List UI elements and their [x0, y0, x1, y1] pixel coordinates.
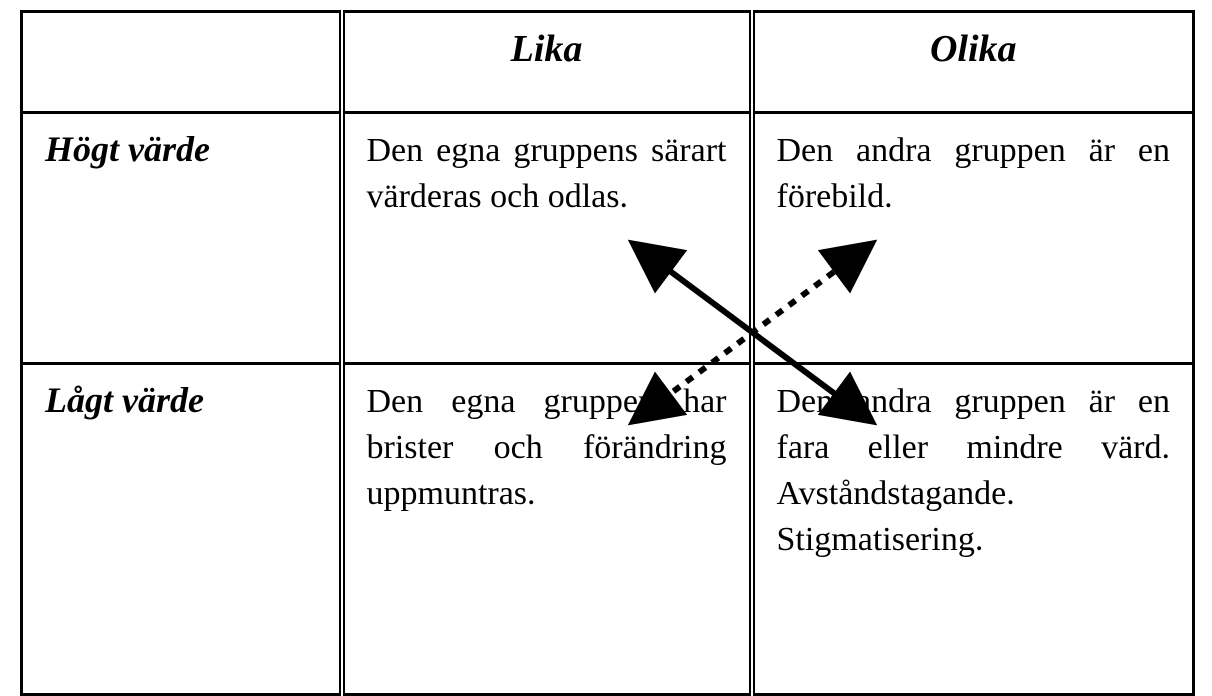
row-low-value: Lågt värde Den egna gruppen har brister … — [22, 364, 1194, 695]
row-high-value: Högt värde Den egna gruppens särart värd… — [22, 113, 1194, 364]
cell-high-olika: Den andra gruppen är en förebild. — [752, 113, 1194, 364]
matrix-diagram: Lika Olika Högt värde Den egna gruppens … — [0, 0, 1212, 666]
row-header-high: Högt värde — [22, 113, 342, 364]
corner-cell — [22, 12, 342, 113]
row-header-low: Lågt värde — [22, 364, 342, 695]
cell-low-lika: Den egna gruppen har brister och förändr… — [342, 364, 752, 695]
cell-low-olika: Den andra gruppen är en fara eller mindr… — [752, 364, 1194, 695]
matrix-table: Lika Olika Högt värde Den egna gruppens … — [20, 10, 1195, 696]
header-row: Lika Olika — [22, 12, 1194, 113]
col-header-olika: Olika — [752, 12, 1194, 113]
cell-high-lika: Den egna gruppens särart värderas och od… — [342, 113, 752, 364]
col-header-lika: Lika — [342, 12, 752, 113]
